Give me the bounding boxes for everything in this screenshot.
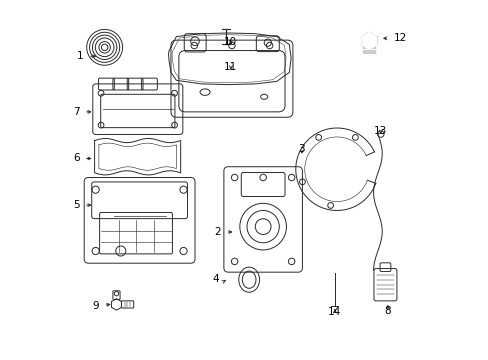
Text: 1: 1 [77,51,83,61]
Text: 12: 12 [392,33,406,43]
Text: 10: 10 [224,37,237,46]
Text: 11: 11 [224,62,237,72]
Text: 14: 14 [327,307,341,317]
Text: 3: 3 [298,144,305,154]
Polygon shape [361,32,376,49]
Text: 4: 4 [212,274,219,284]
Text: 2: 2 [214,227,221,237]
Text: 5: 5 [73,200,80,210]
Text: 6: 6 [73,153,80,163]
Text: 8: 8 [384,306,390,316]
Text: 13: 13 [373,126,386,136]
Text: 7: 7 [73,107,80,117]
Text: 9: 9 [92,301,99,311]
